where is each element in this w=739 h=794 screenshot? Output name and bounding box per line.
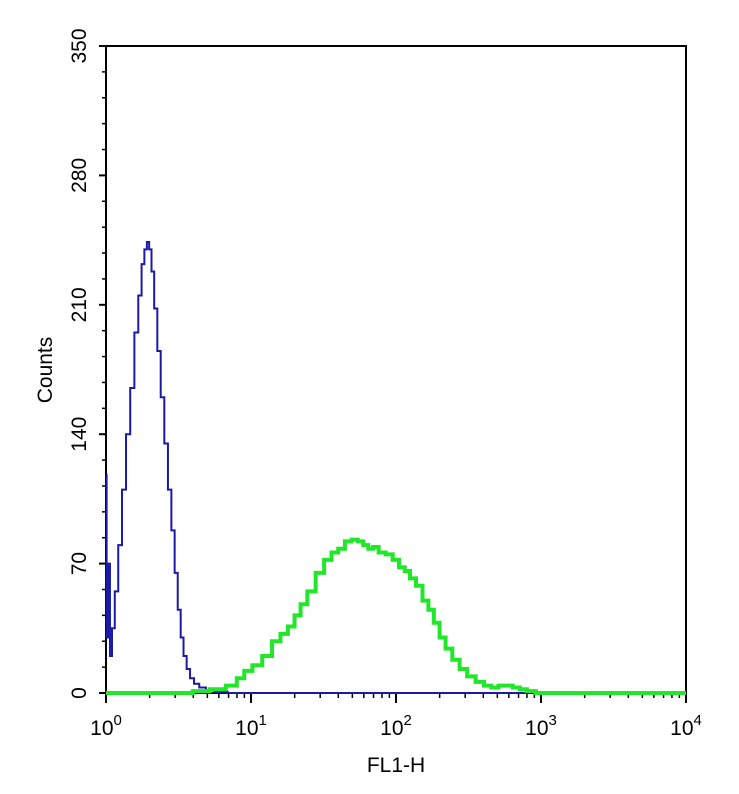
control-histogram-line [105, 240, 527, 694]
y-axis-title: Counts [34, 337, 57, 404]
y-tick-label: 140 [68, 417, 91, 452]
x-tick-label: 101 [235, 712, 267, 740]
x-tick-label: 104 [670, 712, 702, 740]
x-tick-label: 103 [525, 712, 557, 740]
y-tick-label: 70 [68, 552, 91, 575]
y-tick-label: 350 [68, 28, 91, 63]
y-tick-label: 210 [68, 287, 91, 322]
x-tick-label: 100 [90, 712, 122, 740]
y-tick-label: 280 [68, 158, 91, 193]
series-layer [105, 240, 686, 695]
x-axis-ticks: 100 101 102 103 104 [90, 693, 702, 740]
y-tick-label: 0 [68, 687, 91, 699]
x-tick-label: 102 [380, 712, 412, 740]
y-axis-ticks: 0 70 140 210 280 350 [68, 28, 106, 699]
sample-histogram-line [106, 537, 686, 695]
x-axis-title: FL1-H [367, 754, 425, 777]
plot-frame [105, 45, 687, 694]
